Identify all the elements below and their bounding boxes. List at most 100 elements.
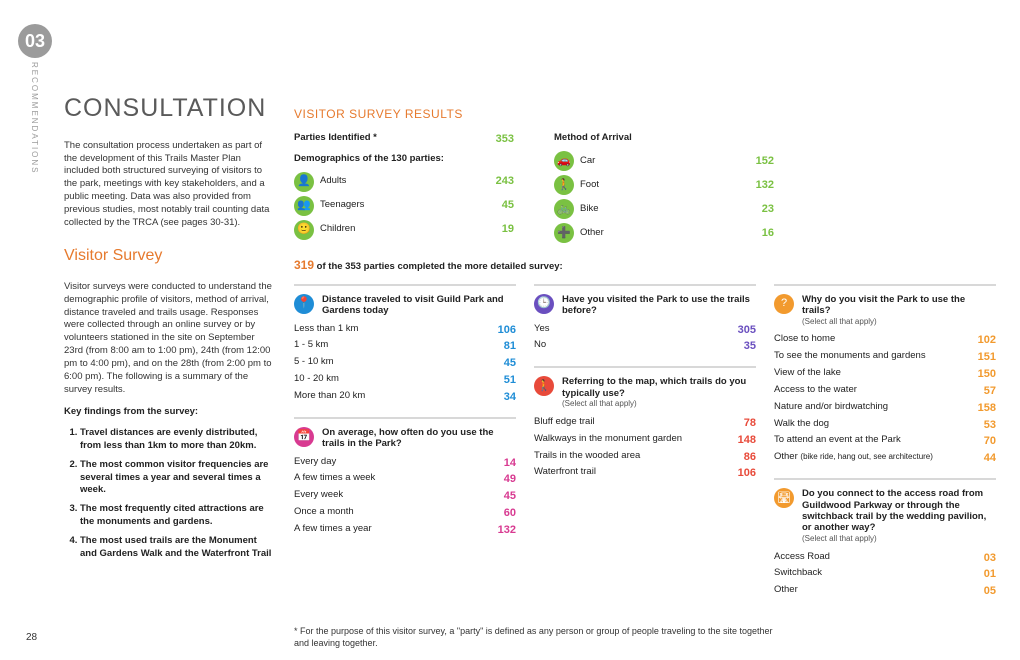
intro-text: The consultation process undertaken as p… [64, 140, 276, 230]
row-icon: 🙂 [294, 220, 314, 240]
row-value: 78 [720, 416, 756, 431]
data-row: Walkways in the monument garden 148 [534, 433, 756, 448]
row-label: Trails in the wooded area [534, 450, 640, 465]
visited-panel: 🕒 Have you visited the Park to use the t… [534, 284, 756, 354]
row-value: 102 [960, 333, 996, 348]
row-label: Teenagers [314, 199, 478, 212]
row-value: 152 [738, 154, 774, 169]
demo-label: Demographics of the 130 parties: [294, 153, 514, 166]
row-value: 305 [720, 323, 756, 338]
footnote: * For the purpose of this visitor survey… [294, 625, 774, 649]
top-row: Parties Identified * 353 Demographics of… [294, 132, 996, 247]
key-finding: Travel distances are evenly distributed,… [80, 427, 276, 453]
row-value: 132 [738, 178, 774, 193]
row-label: Car [574, 155, 738, 168]
row-value: 60 [480, 506, 516, 521]
row-label: 10 - 20 km [294, 373, 339, 388]
row-label: To attend an event at the Park [774, 434, 901, 449]
row-label: 1 - 5 km [294, 339, 328, 354]
row-icon: 🚶 [554, 175, 574, 195]
data-row: Bluff edge trail78 [534, 416, 756, 431]
demographics-block: Parties Identified * 353 Demographics of… [294, 132, 514, 247]
row-value: 132 [480, 523, 516, 538]
row-value: 14 [480, 456, 516, 471]
row-value: 150 [960, 367, 996, 382]
side-label: RECOMMENDATIONS [28, 62, 39, 175]
row-icon: 👤 [294, 172, 314, 192]
data-row: Nature and/or birdwatching158 [774, 401, 996, 416]
why-sub: (Select all that apply) [802, 317, 996, 328]
row-label: Every day [294, 456, 336, 471]
why-other-value: 44 [960, 451, 996, 466]
row-value: 70 [960, 434, 996, 449]
data-row: 👤Adults243 [294, 172, 514, 192]
row-label: Yes [534, 323, 550, 338]
data-row: 🚗Car152 [554, 151, 774, 171]
row-value: 106 [720, 466, 756, 481]
results-heading: VISITOR SURVEY RESULTS [294, 106, 996, 122]
row-value: 34 [480, 390, 516, 405]
pin-icon: 📍 [294, 294, 314, 314]
data-row: Every day 14 [294, 456, 516, 471]
data-row: 🙂Children19 [294, 220, 514, 240]
trails-sub: (Select all that apply) [562, 399, 756, 410]
row-value: 01 [960, 567, 996, 582]
row-value: 151 [960, 350, 996, 365]
row-label: Other [774, 584, 798, 599]
row-icon: ➕ [554, 223, 574, 243]
frequency-panel: 📅 On average, how often do you use the t… [294, 417, 516, 538]
data-row: Waterfront trail106 [534, 466, 756, 481]
results-area: VISITOR SURVEY RESULTS Parties Identifie… [294, 106, 996, 649]
row-value: 106 [480, 323, 516, 338]
data-row: 🚶Foot132 [554, 175, 774, 195]
row-value: 51 [480, 373, 516, 388]
row-value: 53 [960, 418, 996, 433]
data-row: Yes 305 [534, 323, 756, 338]
row-value: 148 [720, 433, 756, 448]
row-label: 5 - 10 km [294, 356, 334, 371]
why-panel: ? Why do you visit the Park to use the t… [774, 284, 996, 466]
data-row: Other 05 [774, 584, 996, 599]
data-row: 10 - 20 km 51 [294, 373, 516, 388]
row-value: 19 [478, 222, 514, 237]
row-label: Once a month [294, 506, 354, 521]
row-value: 81 [480, 339, 516, 354]
row-value: 86 [720, 450, 756, 465]
row-label: Walk the dog [774, 418, 829, 433]
data-row: A few times a year132 [294, 523, 516, 538]
data-row: More than 20 km 34 [294, 390, 516, 405]
data-row: A few times a week49 [294, 472, 516, 487]
data-row: No 35 [534, 339, 756, 354]
row-label: Less than 1 km [294, 323, 358, 338]
question-icon: ? [774, 294, 794, 314]
data-row: 👥Teenagers45 [294, 196, 514, 216]
data-row: Once a month 60 [294, 506, 516, 521]
why-other-label: Other (bike ride, hang out, see architec… [774, 451, 933, 466]
data-row: Trails in the wooded area 86 [534, 450, 756, 465]
row-value: 23 [738, 202, 774, 217]
data-row: 5 - 10 km45 [294, 356, 516, 371]
row-label: Other [574, 227, 738, 240]
why-title: Why do you visit the Park to use the tra… [802, 294, 996, 317]
data-row: ➕Other16 [554, 223, 774, 243]
row-value: 243 [478, 174, 514, 189]
row-icon: 🚗 [554, 151, 574, 171]
left-column: CONSULTATION The consultation process un… [64, 92, 276, 566]
row-label: Children [314, 223, 478, 236]
row-value: 57 [960, 384, 996, 399]
row-label: No [534, 339, 546, 354]
visited-title: Have you visited the Park to use the tra… [562, 294, 756, 317]
key-findings-list: Travel distances are evenly distributed,… [64, 427, 276, 560]
row-value: 35 [720, 339, 756, 354]
person-icon: 🚶 [534, 376, 554, 396]
trails-title: Referring to the map, which trails do yo… [562, 376, 756, 399]
row-value: 05 [960, 584, 996, 599]
row-label: Walkways in the monument garden [534, 433, 682, 448]
page-number: 28 [26, 631, 37, 645]
arrival-label: Method of Arrival [554, 132, 774, 145]
row-label: Switchback [774, 567, 822, 582]
data-row: Access Road03 [774, 551, 996, 566]
row-value: 16 [738, 226, 774, 241]
row-label: More than 20 km [294, 390, 365, 405]
key-finding: The most used trails are the Monument an… [80, 535, 276, 561]
